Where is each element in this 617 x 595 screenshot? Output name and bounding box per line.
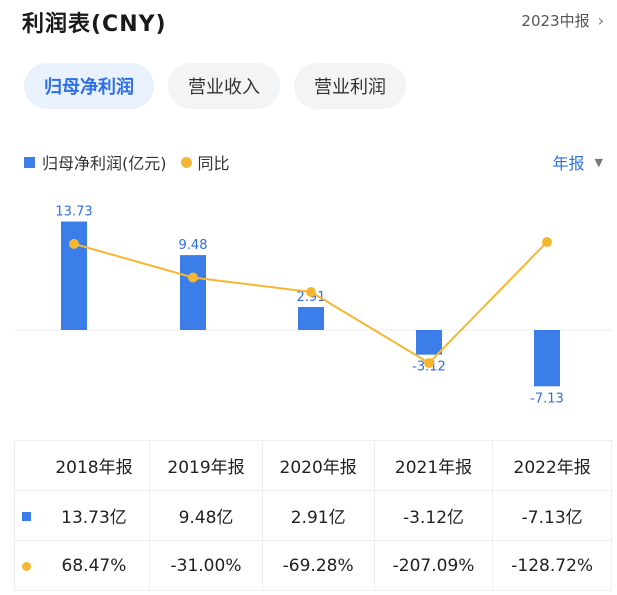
table-cell: 9.48亿 — [149, 490, 263, 541]
yoy-point-2019年报[interactable] — [188, 272, 198, 283]
table-header-cell: 2022年报 — [492, 440, 612, 491]
period-selector[interactable]: 2023中报 › — [521, 10, 604, 31]
profit-chart: 13.739.482.91-3.12-7.13 — [14, 205, 612, 406]
table-header-cell: 2021年报 — [373, 440, 494, 491]
caret-down-icon: ▼ — [594, 155, 603, 169]
line-marker-dot-icon — [22, 561, 32, 571]
tab-net-profit[interactable]: 归母净利润 — [24, 63, 154, 109]
line-legend-dot-icon — [180, 156, 192, 168]
table-header-cell: 2019年报 — [149, 440, 263, 491]
chevron-right-icon: › — [597, 11, 604, 30]
yoy-point-2022年报[interactable] — [542, 237, 552, 247]
bar-2018年报[interactable] — [61, 221, 87, 330]
chart-legend: 归母净利润(亿元) 同比 — [24, 150, 230, 174]
tab-operating-profit[interactable]: 营业利润 — [294, 63, 406, 109]
table-cell: -3.12亿 — [373, 490, 494, 541]
data-label: 2.91 — [297, 290, 326, 305]
annual-report-dropdown[interactable]: 年报 ▼ — [553, 150, 603, 174]
table-cell: 13.73亿 — [38, 490, 151, 541]
bar-marker-square-icon — [22, 511, 32, 521]
table-header-cell: 2020年报 — [261, 440, 375, 491]
header: 利润表(CNY) 2023中报 › — [22, 0, 612, 44]
bar-2020年报[interactable] — [298, 307, 324, 330]
data-label: 9.48 — [179, 238, 208, 253]
table-cell: 2.91亿 — [261, 490, 375, 541]
table-row-marker — [14, 490, 39, 541]
legend-bar-label: 归母净利润(亿元) — [42, 154, 167, 173]
data-table: 2018年报 2019年报 2020年报 2021年报 2022年报 13.73… — [14, 440, 612, 591]
table-header-row: 2018年报 2019年报 2020年报 2021年报 2022年报 — [14, 440, 612, 491]
bar-2022年报[interactable] — [534, 330, 560, 387]
tab-revenue[interactable]: 营业收入 — [168, 63, 280, 109]
data-label: 13.73 — [55, 205, 92, 220]
table-row-marker — [14, 540, 39, 591]
table-cell: -207.09% — [373, 540, 494, 591]
data-label: -7.13 — [530, 391, 564, 406]
table-cell: 68.47% — [38, 540, 151, 591]
bar-legend-square-icon — [24, 156, 35, 168]
annual-report-label: 年报 — [552, 154, 585, 173]
yoy-point-2020年报[interactable] — [306, 286, 316, 297]
table-header-cell: 2018年报 — [38, 440, 151, 491]
table-row-net-profit: 13.73亿 9.48亿 2.91亿 -3.12亿 -7.13亿 — [14, 490, 612, 541]
table-row-yoy: 68.47% -31.00% -69.28% -207.09% -128.72% — [14, 540, 612, 591]
table-cell: -128.72% — [492, 540, 612, 591]
table-corner — [14, 440, 39, 491]
period-label: 2023中报 — [521, 12, 590, 30]
metric-tabs: 归母净利润 营业收入 营业利润 — [24, 63, 406, 109]
bar-2019年报[interactable] — [180, 255, 206, 330]
table-cell: -69.28% — [261, 540, 375, 591]
table-cell: -7.13亿 — [492, 490, 612, 541]
table-cell: -31.00% — [149, 540, 263, 591]
page-title: 利润表(CNY) — [22, 12, 167, 37]
yoy-point-2021年报[interactable] — [424, 358, 434, 368]
yoy-point-2018年报[interactable] — [69, 238, 79, 249]
bar-2021年报[interactable] — [416, 330, 442, 355]
legend-line-label: 同比 — [197, 154, 230, 173]
